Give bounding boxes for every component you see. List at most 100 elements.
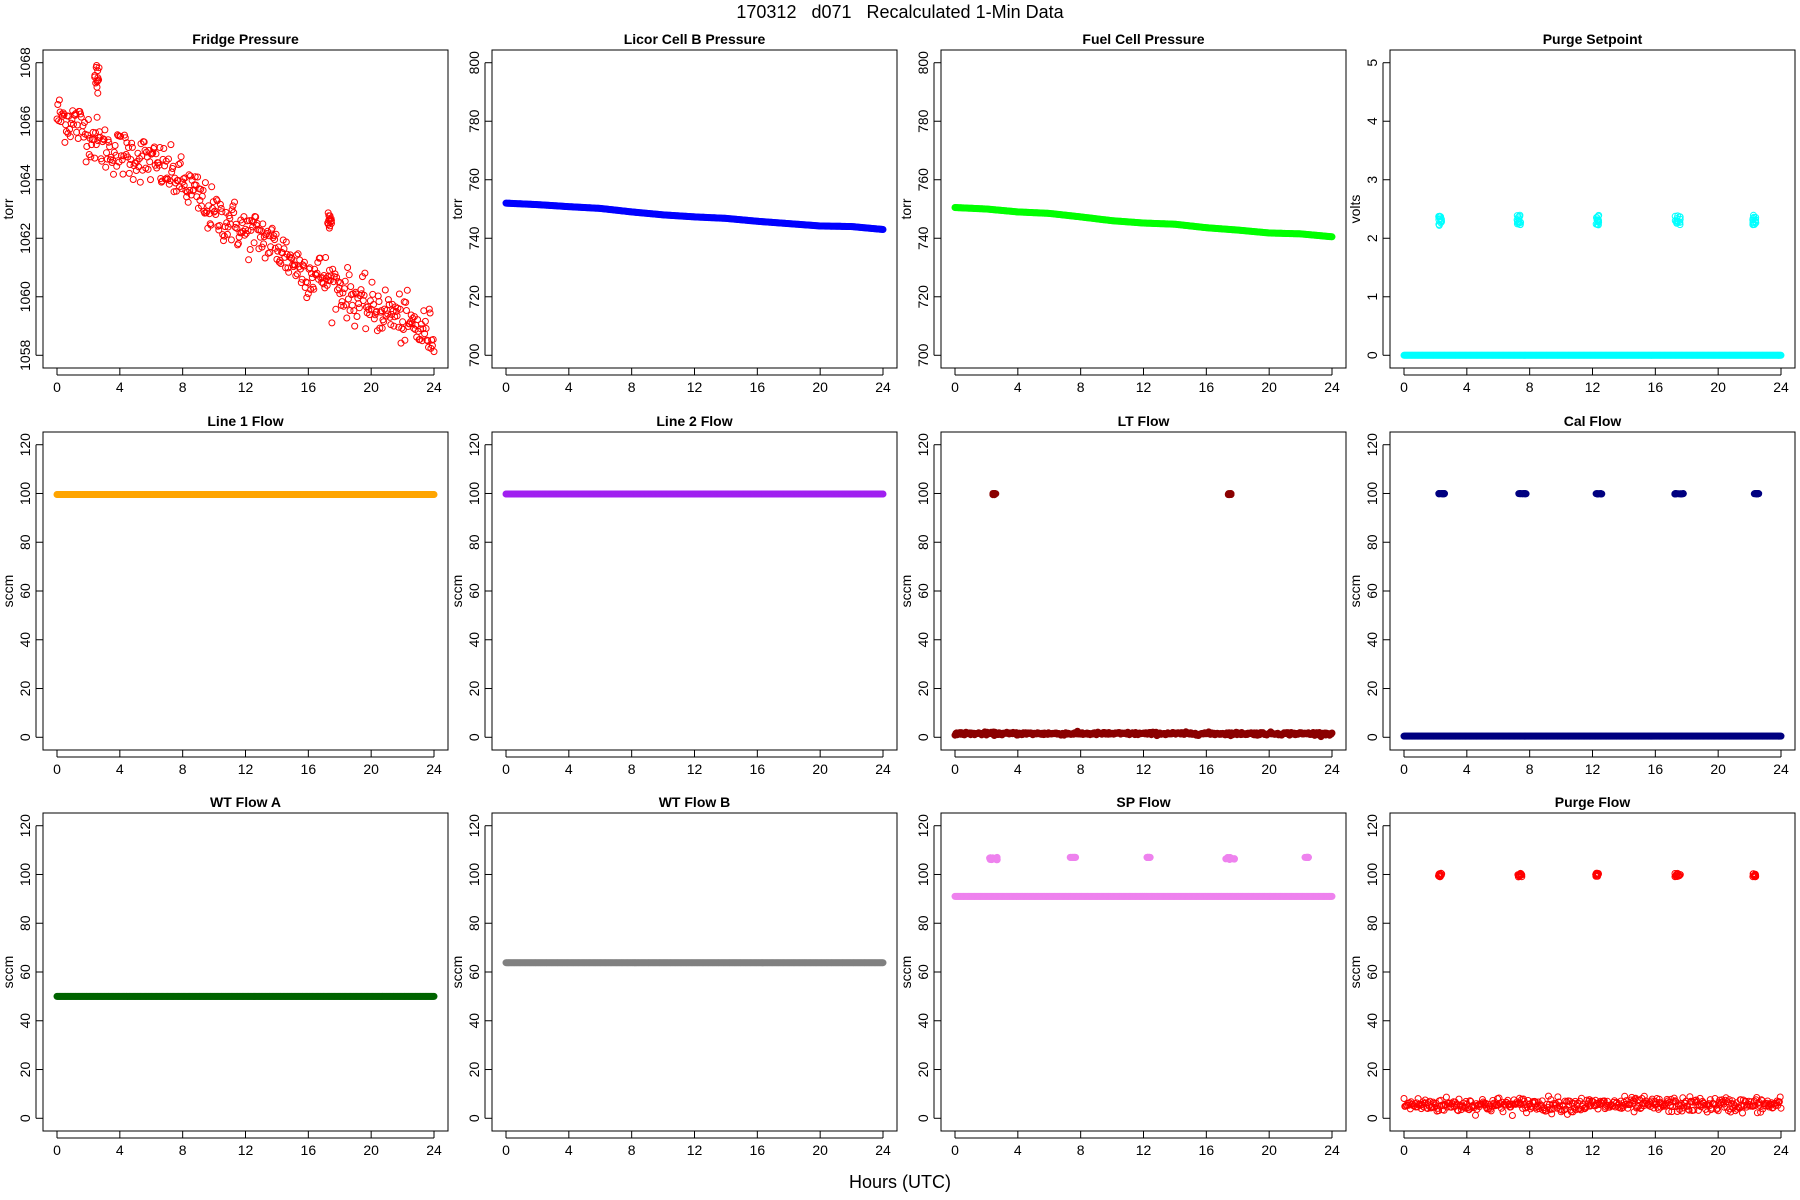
panel-title: Purge Setpoint	[1543, 31, 1643, 47]
y-tick-label: 720	[915, 285, 931, 309]
panel-frame	[42, 812, 449, 1132]
data-point	[333, 273, 341, 281]
y-tick-label: 40	[915, 632, 931, 648]
y-tick-label: 760	[915, 168, 931, 192]
data-point	[245, 256, 253, 264]
data-point	[390, 322, 398, 330]
x-tick-label: 4	[565, 379, 573, 395]
data-point	[101, 126, 109, 134]
panel-title: Line 1 Flow	[207, 413, 283, 429]
panel-frame	[42, 49, 449, 369]
data-point	[179, 178, 187, 186]
data-point	[217, 204, 225, 212]
data-point	[128, 143, 136, 151]
data-point	[333, 286, 341, 294]
data-point	[84, 116, 92, 123]
x-tick-label: 20	[812, 761, 828, 777]
data-point	[234, 241, 242, 249]
x-tick-label: 12	[687, 1142, 703, 1158]
panel-frame	[1389, 431, 1796, 751]
data-point	[227, 236, 235, 244]
y-tick-label: 100	[915, 482, 931, 506]
y-tick-label: 0	[466, 733, 482, 741]
data-point	[267, 243, 275, 251]
x-tick-label: 24	[426, 1142, 442, 1158]
data-point	[208, 183, 216, 191]
y-tick-label: 780	[915, 109, 931, 133]
x-tick-label: 4	[116, 379, 124, 395]
data-point-cluster	[94, 74, 102, 82]
panel-frame	[42, 431, 449, 751]
data-point	[403, 307, 410, 314]
y-tick-label: 0	[17, 1114, 33, 1122]
data-point	[285, 268, 293, 276]
data-point-cluster	[94, 67, 102, 75]
data-point	[211, 207, 219, 215]
x-tick-label: 4	[1014, 761, 1022, 777]
data-point	[380, 318, 388, 326]
data-point	[384, 296, 392, 304]
data-point	[250, 239, 258, 247]
data-point	[249, 223, 257, 231]
data-point	[156, 144, 164, 151]
data-point-cluster	[1435, 490, 1443, 498]
x-tick-label: 16	[750, 379, 766, 395]
data-point	[231, 198, 238, 206]
data-point	[77, 113, 85, 121]
y-tick-label: 20	[17, 681, 33, 697]
data-point	[401, 336, 409, 344]
y-tick-label: 60	[915, 583, 931, 599]
data-point	[300, 258, 308, 266]
panel-title: WT Flow A	[210, 794, 281, 810]
data-point	[113, 162, 121, 170]
data-point-cluster	[326, 212, 334, 220]
x-tick-label: 12	[238, 1142, 254, 1158]
data-point	[421, 317, 429, 325]
data-point	[357, 286, 365, 294]
data-point	[212, 211, 220, 218]
data-point	[262, 231, 270, 239]
y-tick-label: 5	[1364, 59, 1380, 67]
data-point	[186, 186, 194, 194]
data-point	[323, 281, 331, 289]
data-point	[1328, 729, 1336, 737]
y-tick-label: 120	[466, 433, 482, 457]
y-tick-label: 0	[466, 1114, 482, 1122]
y-tick-label: 60	[17, 964, 33, 980]
data-point	[232, 220, 240, 228]
y-tick-label: 120	[915, 433, 931, 457]
data-point	[160, 145, 168, 152]
data-point	[223, 230, 231, 238]
data-point	[207, 221, 215, 229]
data-point	[359, 297, 367, 305]
data-point	[92, 129, 99, 137]
data-point	[185, 171, 193, 179]
data-point	[319, 280, 327, 288]
data-point	[177, 153, 185, 161]
data-point	[99, 135, 107, 143]
data-point	[252, 213, 260, 221]
y-tick-label: 20	[466, 1062, 482, 1078]
x-tick-label: 16	[1648, 761, 1664, 777]
x-tick-label: 8	[628, 761, 636, 777]
x-tick-label: 16	[1199, 379, 1215, 395]
x-tick-label: 8	[628, 1142, 636, 1158]
data-point	[184, 198, 192, 206]
data-point	[409, 314, 417, 322]
data-point	[373, 308, 381, 315]
data-point-cluster	[1227, 490, 1235, 498]
y-axis-label: torr	[449, 198, 465, 219]
x-tick-label: 8	[179, 761, 187, 777]
y-tick-label: 100	[466, 863, 482, 887]
data-point	[370, 301, 377, 308]
data-point	[87, 153, 95, 161]
data-point	[125, 169, 133, 177]
data-points	[53, 62, 438, 356]
x-tick-label: 16	[1648, 379, 1664, 395]
y-axis-label: sccm	[898, 575, 914, 608]
data-point	[303, 294, 311, 302]
data-point-cluster	[94, 89, 102, 97]
